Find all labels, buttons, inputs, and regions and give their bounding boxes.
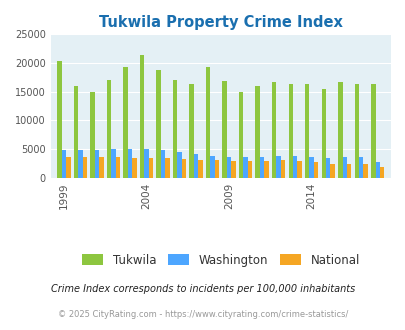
Bar bbox=[160, 150, 165, 178]
Bar bbox=[288, 83, 292, 178]
Bar bbox=[111, 149, 115, 178]
Bar bbox=[74, 86, 78, 178]
Bar bbox=[358, 157, 362, 178]
Bar bbox=[173, 80, 177, 178]
Bar bbox=[325, 158, 330, 178]
Text: © 2025 CityRating.com - https://www.cityrating.com/crime-statistics/: © 2025 CityRating.com - https://www.city… bbox=[58, 310, 347, 319]
Bar bbox=[276, 156, 280, 178]
Text: Crime Index corresponds to incidents per 100,000 inhabitants: Crime Index corresponds to incidents per… bbox=[51, 284, 354, 294]
Bar bbox=[375, 162, 379, 178]
Bar bbox=[222, 81, 226, 178]
Bar bbox=[83, 157, 87, 178]
Bar bbox=[198, 160, 202, 178]
Bar bbox=[205, 67, 210, 178]
Bar bbox=[165, 158, 169, 178]
Bar bbox=[62, 150, 66, 178]
Bar bbox=[128, 149, 132, 178]
Bar bbox=[255, 86, 259, 178]
Bar bbox=[132, 158, 136, 178]
Bar bbox=[210, 156, 214, 178]
Bar bbox=[78, 150, 83, 178]
Bar bbox=[231, 161, 235, 178]
Bar bbox=[346, 164, 351, 178]
Bar bbox=[370, 84, 375, 178]
Bar bbox=[139, 55, 144, 178]
Bar bbox=[239, 92, 243, 178]
Bar bbox=[354, 84, 358, 178]
Legend: Tukwila, Washington, National: Tukwila, Washington, National bbox=[77, 249, 364, 271]
Bar bbox=[189, 84, 193, 178]
Bar bbox=[144, 149, 148, 178]
Bar bbox=[226, 157, 231, 178]
Bar bbox=[330, 164, 334, 178]
Bar bbox=[264, 161, 268, 178]
Bar bbox=[280, 160, 285, 178]
Bar bbox=[309, 157, 313, 178]
Bar bbox=[214, 160, 219, 178]
Bar bbox=[66, 157, 70, 178]
Bar bbox=[247, 161, 252, 178]
Bar bbox=[304, 83, 309, 178]
Bar bbox=[181, 159, 186, 178]
Bar bbox=[193, 154, 198, 178]
Bar bbox=[337, 82, 342, 178]
Bar bbox=[148, 158, 153, 178]
Title: Tukwila Property Crime Index: Tukwila Property Crime Index bbox=[99, 15, 342, 30]
Bar bbox=[123, 67, 128, 178]
Bar bbox=[297, 161, 301, 178]
Bar bbox=[259, 157, 264, 178]
Bar bbox=[313, 162, 318, 178]
Bar bbox=[379, 167, 384, 178]
Bar bbox=[57, 61, 62, 178]
Bar bbox=[271, 82, 276, 178]
Bar bbox=[107, 80, 111, 178]
Bar bbox=[342, 157, 346, 178]
Bar bbox=[243, 157, 247, 178]
Bar bbox=[99, 157, 103, 178]
Bar bbox=[156, 70, 160, 178]
Bar bbox=[362, 164, 367, 178]
Bar bbox=[94, 150, 99, 178]
Bar bbox=[292, 156, 297, 178]
Bar bbox=[177, 151, 181, 178]
Bar bbox=[115, 157, 120, 178]
Bar bbox=[321, 89, 325, 178]
Bar bbox=[90, 92, 94, 178]
